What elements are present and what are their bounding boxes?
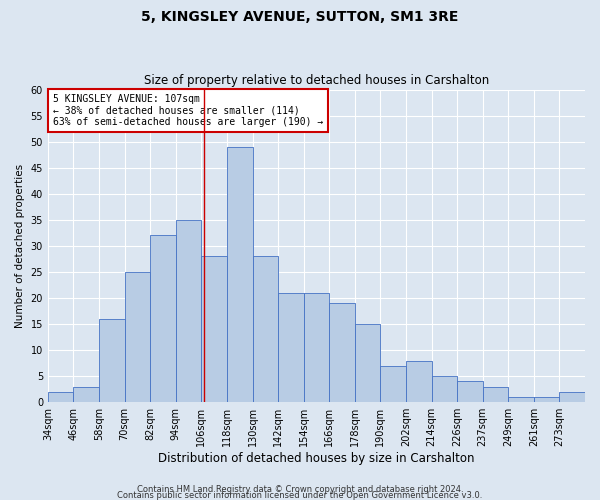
Bar <box>406 360 431 402</box>
Bar <box>73 386 99 402</box>
Text: Contains HM Land Registry data © Crown copyright and database right 2024.: Contains HM Land Registry data © Crown c… <box>137 484 463 494</box>
Bar <box>202 256 227 402</box>
Bar <box>176 220 202 402</box>
Bar <box>508 397 534 402</box>
Bar <box>99 319 125 402</box>
Bar <box>125 272 150 402</box>
Y-axis label: Number of detached properties: Number of detached properties <box>15 164 25 328</box>
Bar <box>380 366 406 402</box>
Text: 5 KINGSLEY AVENUE: 107sqm
← 38% of detached houses are smaller (114)
63% of semi: 5 KINGSLEY AVENUE: 107sqm ← 38% of detac… <box>53 94 323 128</box>
X-axis label: Distribution of detached houses by size in Carshalton: Distribution of detached houses by size … <box>158 452 475 465</box>
Text: 5, KINGSLEY AVENUE, SUTTON, SM1 3RE: 5, KINGSLEY AVENUE, SUTTON, SM1 3RE <box>142 10 458 24</box>
Title: Size of property relative to detached houses in Carshalton: Size of property relative to detached ho… <box>144 74 489 87</box>
Bar <box>534 397 559 402</box>
Bar <box>559 392 585 402</box>
Bar <box>278 293 304 402</box>
Bar <box>304 293 329 402</box>
Bar <box>355 324 380 402</box>
Bar <box>457 382 482 402</box>
Bar <box>150 236 176 402</box>
Bar <box>253 256 278 402</box>
Bar <box>329 303 355 402</box>
Bar <box>431 376 457 402</box>
Bar <box>482 386 508 402</box>
Bar <box>48 392 73 402</box>
Text: Contains public sector information licensed under the Open Government Licence v3: Contains public sector information licen… <box>118 490 482 500</box>
Bar <box>227 147 253 402</box>
